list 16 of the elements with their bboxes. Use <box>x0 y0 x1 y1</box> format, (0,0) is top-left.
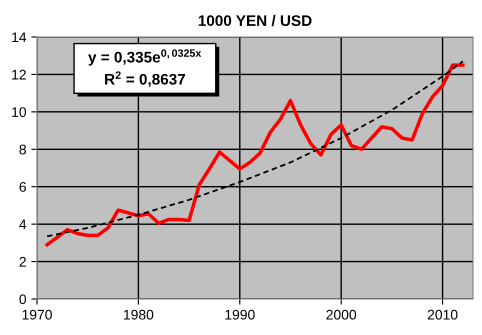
y-tick-label: 0 <box>19 294 26 304</box>
annotation: y = 0,335e$^{0,0325x}$ <box>88 49 202 66</box>
x-tick-label: 1970 <box>22 310 52 320</box>
y-tick-label: 14 <box>12 32 26 42</box>
chart-title: 1000 YEN / USD <box>198 14 312 26</box>
y-tick-label: 10 <box>12 107 26 118</box>
x-tick-label: 1990 <box>225 310 255 320</box>
x-tick-label: 2000 <box>326 310 356 320</box>
x-tick-label: 1980 <box>124 310 154 320</box>
y-tick-label: 2 <box>20 256 26 267</box>
y-tick-label: 6 <box>20 182 26 192</box>
y-tick-label: 4 <box>19 220 26 230</box>
x-tick-label: 2010 <box>428 310 458 320</box>
y-tick-label: 8 <box>19 144 26 154</box>
annotation: R$^{2}$ = 0,8637 <box>105 71 186 87</box>
y-tick-label: 12 <box>12 70 26 80</box>
